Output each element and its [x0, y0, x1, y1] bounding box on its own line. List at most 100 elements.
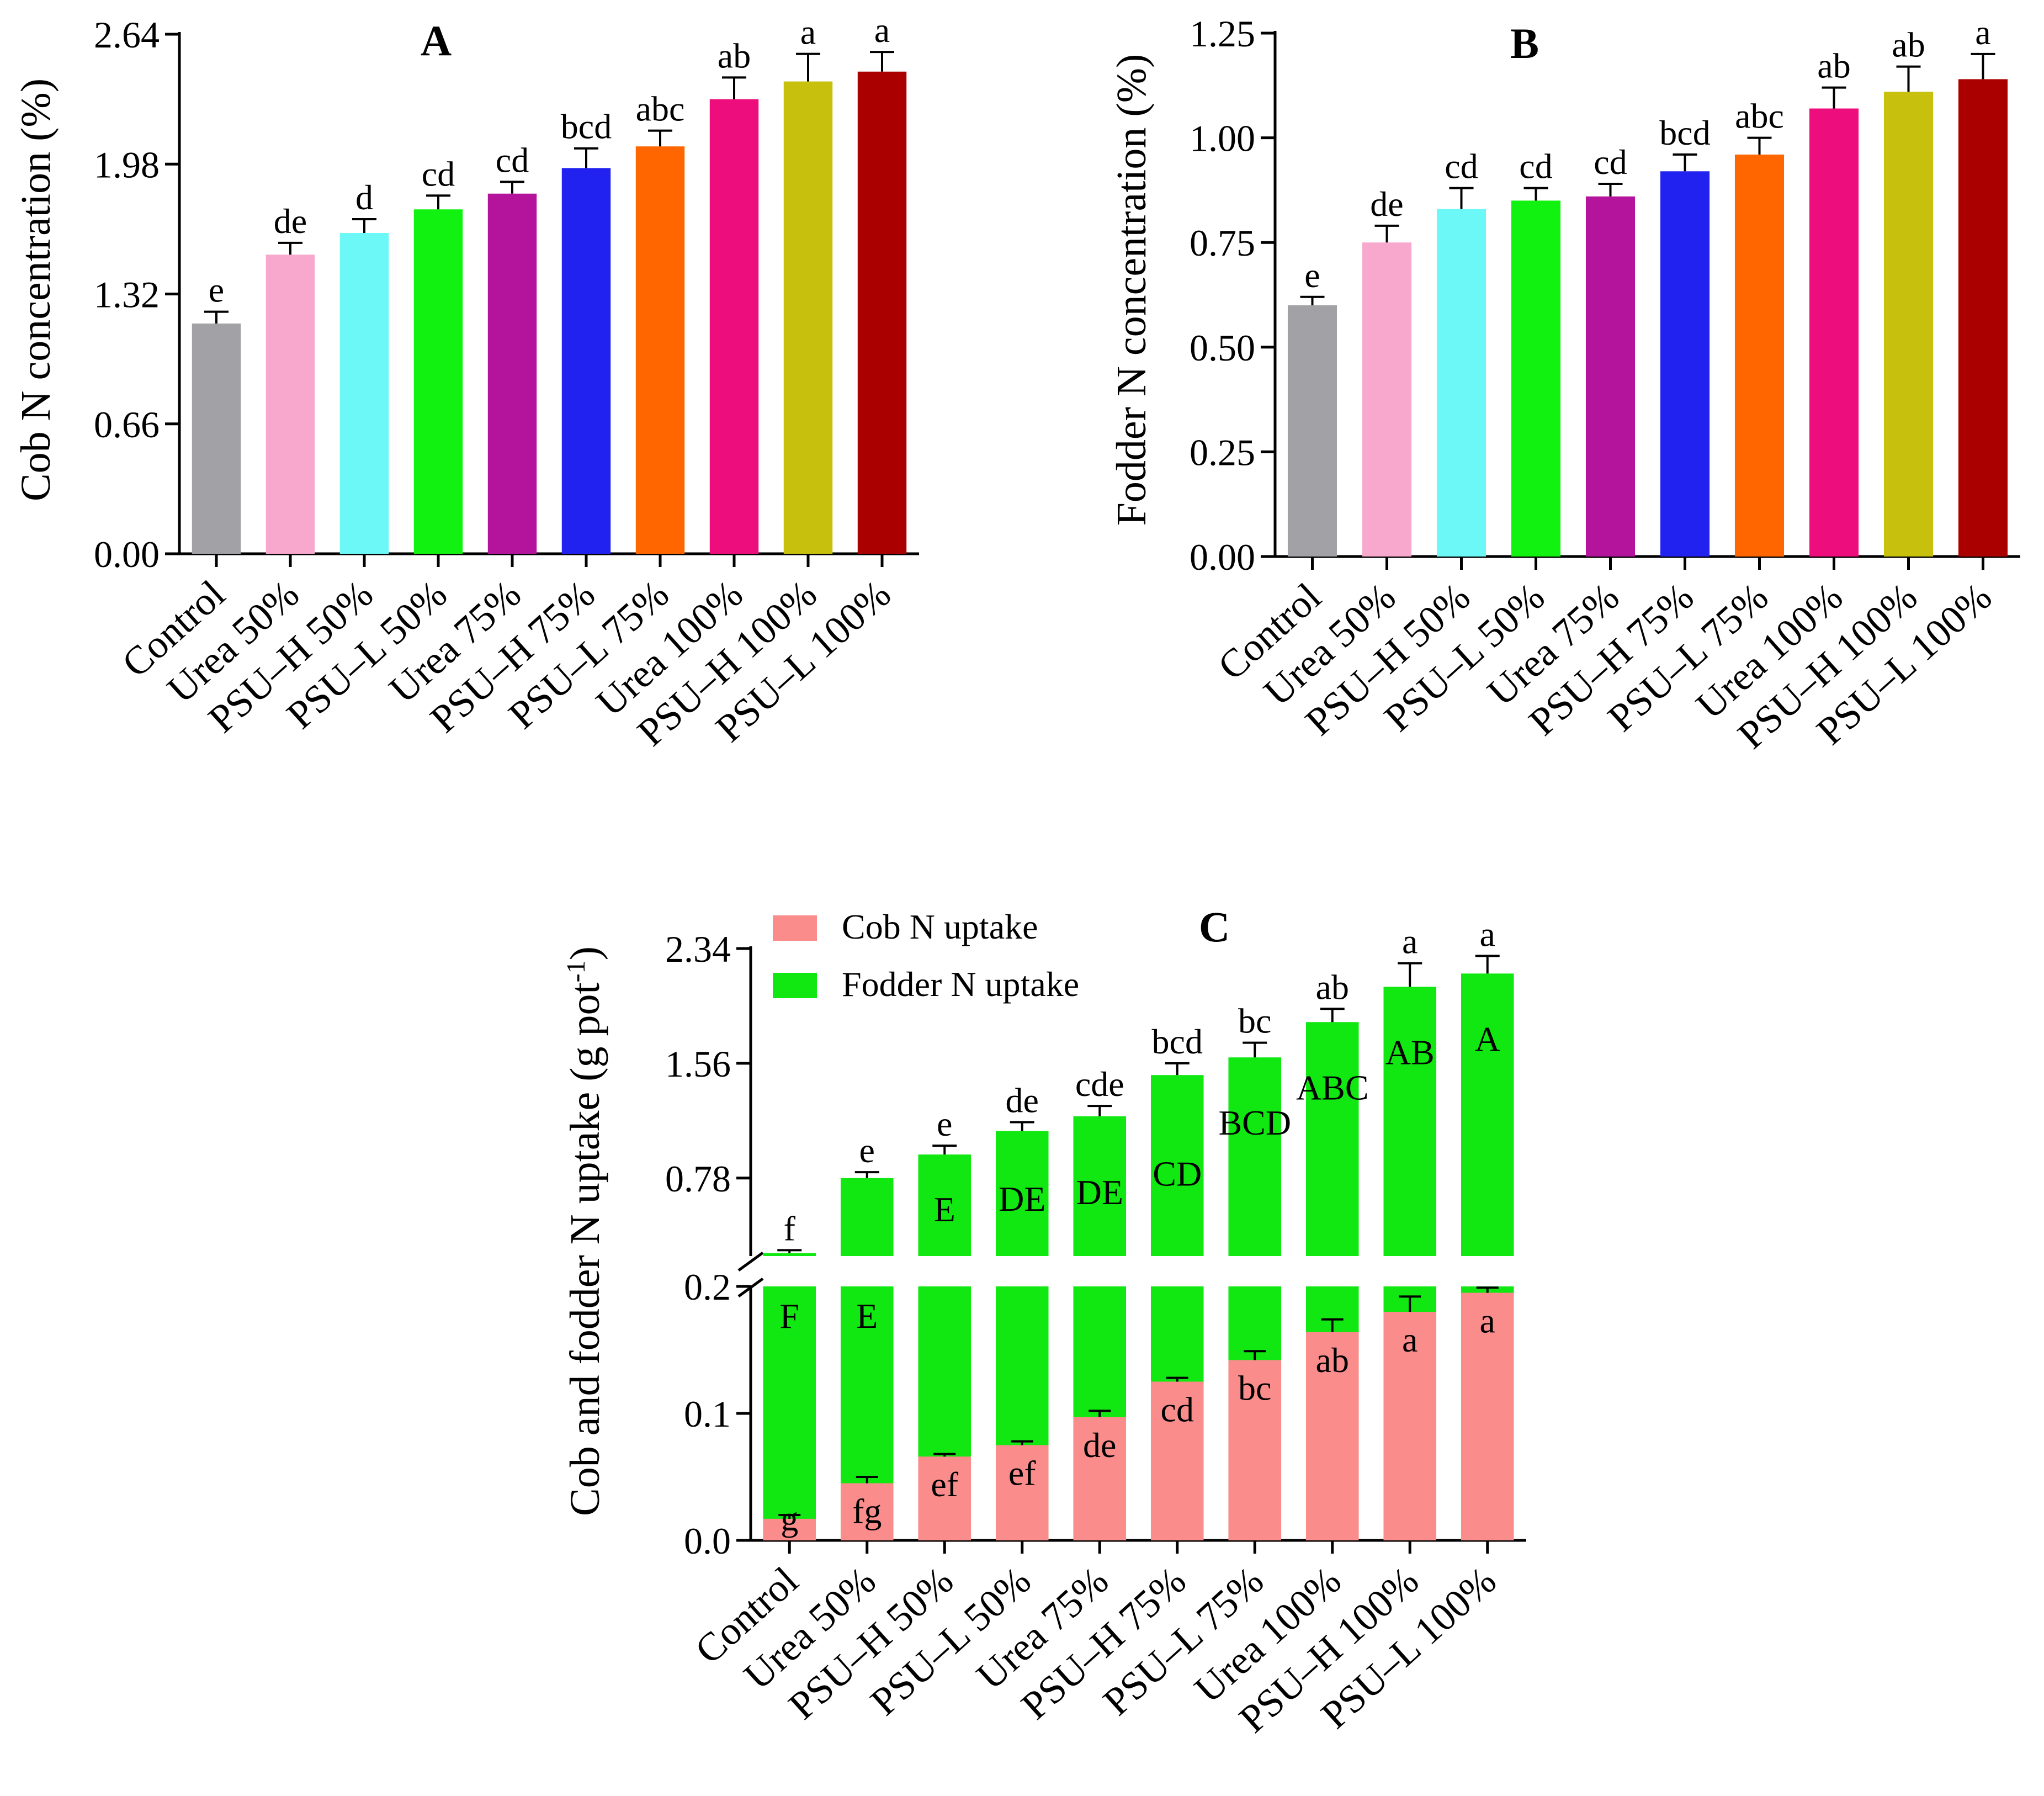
panel-a-bar [857, 71, 907, 554]
panel-a-significance-letter: a [800, 13, 816, 52]
panel-c-cob-significance-letter: ef [931, 1465, 958, 1504]
panel-a-significance-letter: abc [636, 89, 685, 129]
panel-c-cob-bar [995, 1445, 1049, 1540]
panel-c-fodder-bar-upper [1383, 987, 1437, 1256]
panel-a-chart: A Cob N concentration (%) 0.00 0.66 1.32 1.… [13, 10, 919, 755]
panel-c-cob-significance-letter: g [781, 1499, 798, 1538]
legend-label-fodder: Fodder N uptake [842, 965, 1079, 1004]
panel-b-significance-letter: abc [1735, 97, 1784, 136]
panel-c-legend: Cob N uptake Fodder N uptake [773, 907, 1079, 1004]
panel-c-fodder-inner-letter: F [779, 1296, 799, 1336]
panel-c-y-axis-title: Cob and fodder N uptake (g pot-1) [561, 946, 609, 1516]
panel-a-significance-letter: de [274, 202, 307, 241]
panel-c-y-axis-title-superscript: -1 [561, 960, 591, 982]
panel-a-significance-letter: d [355, 178, 373, 217]
panel-c-y-tick-label: 0.78 [665, 1158, 731, 1200]
panel-a-y-tick-label: 1.98 [94, 144, 160, 186]
panel-c-total-significance-letter: de [1006, 1080, 1039, 1120]
panel-c-cob-significance-letter: fg [852, 1492, 882, 1531]
panel-c-title: C [1199, 903, 1230, 951]
panel-c-cob-significance-letter: a [1480, 1301, 1495, 1341]
panel-c-cob-bar [918, 1456, 971, 1540]
panel-c-cob-bar [1150, 1381, 1204, 1540]
panel-a-y-tick-label: 2.64 [94, 14, 160, 56]
panel-b-bar [1809, 108, 1859, 557]
panel-c-y-tick-label: 0.2 [684, 1266, 731, 1308]
panel-b-bar [1883, 92, 1934, 557]
panel-c-y-tick-label: 1.56 [665, 1043, 731, 1085]
panel-b-significance-letter: cd [1445, 147, 1478, 186]
panel-c-cob-bar [1383, 1312, 1437, 1540]
panel-a-bar [783, 81, 833, 554]
panel-c-cob-bar [840, 1483, 894, 1540]
panel-b-y-tick-label: 1.25 [1190, 13, 1255, 55]
panel-a-y-tick-label: 1.32 [94, 274, 160, 316]
panel-c-fodder-inner-letter: DE [1076, 1173, 1123, 1212]
panel-b-bar [1511, 200, 1561, 557]
panel-c-cob-bar [1305, 1332, 1359, 1540]
panel-c-cob-significance-letter: cd [1161, 1390, 1194, 1429]
panel-c-cob-significance-letter: ab [1316, 1341, 1349, 1380]
panel-b-significance-letter: a [1975, 13, 1990, 52]
panel-a-significance-letter: cd [422, 154, 455, 193]
panel-c-fodder-inner-letter: DE [999, 1179, 1045, 1218]
panel-c-fodder-bar-upper [763, 1253, 816, 1256]
panel-c-fodder-bar-upper [1305, 1022, 1359, 1256]
panel-a-bar [413, 209, 463, 554]
panel-a-bar [192, 323, 241, 554]
panel-b-bar [1958, 79, 2008, 557]
panel-c-fodder-bar-upper [1150, 1075, 1204, 1256]
panel-c-cob-bar [1461, 1292, 1514, 1540]
panel-b-chart: B Fodder N concentration (%) 0.00 0.25 0.5… [1108, 13, 2020, 757]
panel-b-bar [1436, 209, 1486, 557]
panel-a-significance-letter: bcd [561, 107, 612, 146]
panel-b-bar [1734, 154, 1785, 557]
panel-c-fodder-inner-letter: BCD [1218, 1103, 1291, 1142]
panel-c-cob-bar [1228, 1360, 1282, 1540]
panel-a-y-tick-label: 0.66 [94, 404, 160, 446]
panel-c-total-significance-letter: ab [1316, 967, 1349, 1006]
panel-c-fodder-inner-letter: A [1475, 1019, 1500, 1058]
panel-a-significance-letter: e [209, 271, 224, 310]
panel-b-y-tick-label: 0.50 [1190, 327, 1255, 369]
panel-c-fodder-bar-upper [995, 1131, 1049, 1256]
panel-b-significance-letter: de [1370, 184, 1403, 224]
panel-b-y-tick-label: 0.00 [1190, 536, 1255, 578]
panel-b-y-tick-label: 1.00 [1190, 118, 1255, 160]
panel-b-y-tick-label: 0.75 [1190, 222, 1255, 264]
panel-c-fodder-bar-upper [1073, 1116, 1127, 1256]
panel-a-significance-letter: a [874, 10, 890, 50]
panel-a-title: A [421, 17, 452, 65]
panel-b-bar [1362, 242, 1412, 557]
panel-c-y-axis-title-end: ) [562, 946, 608, 960]
panel-a-y-tick-label: 0.00 [94, 533, 160, 575]
panel-a-bar [487, 193, 537, 554]
panel-c-y-tick-label: 2.34 [665, 928, 731, 970]
panel-c-total-significance-letter: bc [1238, 1002, 1271, 1041]
panel-c-fodder-bar-upper [918, 1154, 971, 1256]
panel-a-bar [709, 99, 759, 554]
panel-c-total-significance-letter: bcd [1152, 1022, 1203, 1061]
panel-a-significance-letter: ab [718, 36, 751, 75]
panel-c-fodder-inner-letter: ABC [1296, 1068, 1369, 1107]
panel-b-significance-letter: e [1304, 256, 1320, 295]
panel-b-y-tick-label: 0.25 [1190, 431, 1255, 473]
panel-a-bar [635, 146, 685, 554]
panel-c-total-significance-letter: cde [1075, 1064, 1124, 1104]
panel-c-y-tick-label: 0.0 [684, 1520, 731, 1562]
panel-c-fodder-bar-upper [1461, 973, 1514, 1256]
panel-a-y-axis-title: Cob N concentration (%) [13, 78, 59, 501]
panel-b-bar [1287, 305, 1337, 557]
legend-swatch-cob [773, 915, 817, 941]
panel-c-total-significance-letter: a [1402, 922, 1417, 961]
legend-label-cob: Cob N uptake [842, 907, 1038, 946]
panel-c-total-significance-letter: e [937, 1104, 952, 1143]
panel-a-significance-letter: cd [496, 140, 529, 179]
panel-c-total-significance-letter: a [1480, 914, 1495, 953]
panel-b-significance-letter: ab [1817, 46, 1850, 86]
panel-c-fodder-bar-upper [840, 1178, 894, 1256]
panel-c-axis-break-mark [737, 1251, 764, 1272]
panel-c-y-tick-label: 0.1 [684, 1393, 731, 1435]
